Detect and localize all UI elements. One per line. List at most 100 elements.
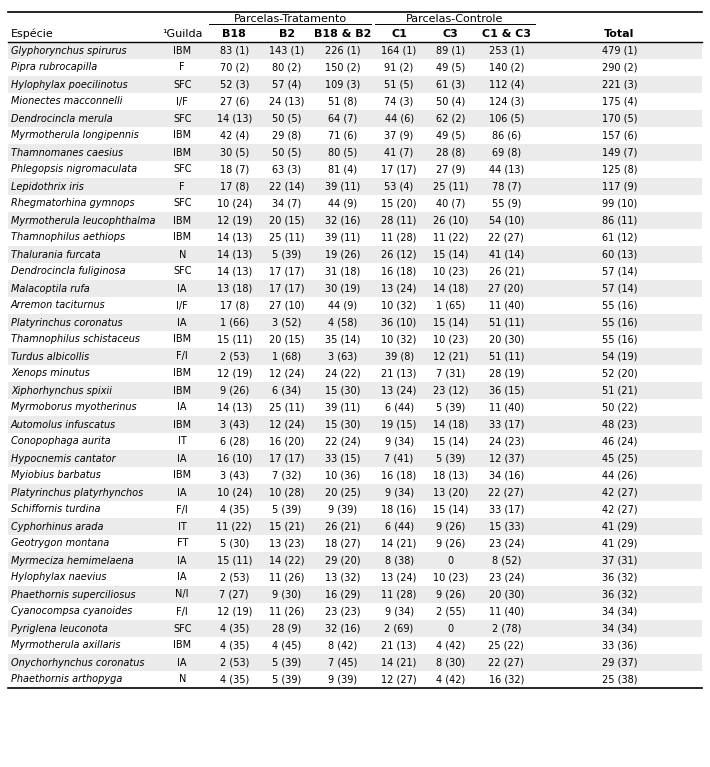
Bar [8,314,702,331]
Text: 9 (34): 9 (34) [385,607,414,617]
Text: 6 (34): 6 (34) [272,386,301,396]
Text: 74 (3): 74 (3) [384,97,414,107]
Text: 10 (23): 10 (23) [432,334,468,344]
Bar [8,195,702,212]
Text: 39 (11): 39 (11) [325,232,360,242]
Text: 41 (7): 41 (7) [384,147,414,157]
Text: 17 (17): 17 (17) [269,284,305,294]
Text: 34 (34): 34 (34) [602,624,637,634]
Text: 34 (7): 34 (7) [272,199,301,209]
Text: 52 (3): 52 (3) [219,80,249,90]
Text: C1 & C3: C1 & C3 [482,29,531,39]
Text: 44 (13): 44 (13) [488,164,524,175]
Text: IBM: IBM [173,640,191,650]
Text: 3 (63): 3 (63) [328,351,357,361]
Text: IT: IT [178,522,187,532]
Text: 11 (28): 11 (28) [381,590,417,600]
Text: IBM: IBM [173,470,191,480]
Text: 12 (19): 12 (19) [217,216,252,225]
Text: 11 (22): 11 (22) [217,522,252,532]
Text: 9 (39): 9 (39) [328,674,357,684]
Text: 78 (7): 78 (7) [491,182,521,192]
Text: IA: IA [178,488,187,498]
Text: B18 & B2: B18 & B2 [314,29,371,39]
Text: Xiphorhynchus spixii: Xiphorhynchus spixii [11,386,112,396]
Text: 5 (39): 5 (39) [272,657,301,667]
Text: Automolus infuscatus: Automolus infuscatus [11,420,116,430]
Text: 125 (8): 125 (8) [601,164,637,175]
Text: Onychorhynchus coronatus: Onychorhynchus coronatus [11,657,145,667]
Text: 31 (18): 31 (18) [325,266,360,276]
Text: 36 (32): 36 (32) [602,590,637,600]
Bar [8,382,702,399]
Text: 55 (16): 55 (16) [601,334,637,344]
Bar [8,450,702,467]
Text: 10 (24): 10 (24) [217,488,252,498]
Text: 23 (12): 23 (12) [432,386,468,396]
Text: 80 (5): 80 (5) [328,147,357,157]
Text: 39 (11): 39 (11) [325,182,360,192]
Bar [8,654,702,671]
Text: IBM: IBM [173,368,191,378]
Text: 28 (11): 28 (11) [381,216,417,225]
Text: 25 (11): 25 (11) [269,232,305,242]
Text: IBM: IBM [173,147,191,157]
Text: 26 (21): 26 (21) [324,522,360,532]
Text: 28 (19): 28 (19) [488,368,524,378]
Text: Xenops minutus: Xenops minutus [11,368,90,378]
Text: 140 (2): 140 (2) [488,62,524,73]
Text: F: F [180,182,185,192]
Text: FT: FT [177,538,188,548]
Text: 33 (15): 33 (15) [324,453,360,463]
Text: 22 (14): 22 (14) [269,182,305,192]
Text: 5 (39): 5 (39) [272,505,301,515]
Text: 41 (29): 41 (29) [602,522,637,532]
Text: 14 (13): 14 (13) [217,403,252,413]
Text: 4 (35): 4 (35) [219,640,249,650]
Text: 17 (17): 17 (17) [269,266,305,276]
Text: 13 (32): 13 (32) [324,572,360,582]
Text: 143 (1): 143 (1) [269,45,305,55]
Bar [8,501,702,518]
Text: 15 (20): 15 (20) [381,199,417,209]
Text: 49 (5): 49 (5) [436,62,465,73]
Text: 57 (4): 57 (4) [272,80,301,90]
Text: ¹Guilda: ¹Guilda [162,29,202,39]
Text: 20 (15): 20 (15) [269,216,305,225]
Text: 2 (78): 2 (78) [491,624,521,634]
Text: 39 (8): 39 (8) [385,351,414,361]
Text: 6 (44): 6 (44) [385,403,414,413]
Text: Conopophaga aurita: Conopophaga aurita [11,436,111,446]
Text: 20 (30): 20 (30) [488,334,524,344]
Text: 253 (1): 253 (1) [488,45,524,55]
Text: Pyriglena leuconota: Pyriglena leuconota [11,624,108,634]
Text: 29 (20): 29 (20) [324,555,360,565]
Bar [8,484,702,501]
Text: 1 (68): 1 (68) [272,351,301,361]
Text: 11 (40): 11 (40) [488,607,524,617]
Text: 86 (11): 86 (11) [602,216,637,225]
Text: Hylophylax poecilinotus: Hylophylax poecilinotus [11,80,128,90]
Text: 27 (20): 27 (20) [488,284,524,294]
Text: 7 (41): 7 (41) [384,453,414,463]
Text: 15 (14): 15 (14) [432,318,468,328]
Text: 15 (14): 15 (14) [432,436,468,446]
Text: SFC: SFC [173,114,192,123]
Text: 9 (34): 9 (34) [385,436,414,446]
Bar [8,518,702,535]
Text: 25 (38): 25 (38) [601,674,637,684]
Text: 33 (36): 33 (36) [602,640,637,650]
Text: 42 (4): 42 (4) [219,130,249,140]
Text: 69 (8): 69 (8) [492,147,521,157]
Text: 14 (13): 14 (13) [217,114,252,123]
Text: 19 (26): 19 (26) [324,249,360,259]
Text: 12 (19): 12 (19) [217,607,252,617]
Text: 4 (58): 4 (58) [328,318,357,328]
Text: 4 (35): 4 (35) [219,505,249,515]
Text: 150 (2): 150 (2) [324,62,360,73]
Text: 22 (27): 22 (27) [488,657,524,667]
Bar [8,399,702,416]
Bar [8,263,702,280]
Text: 9 (34): 9 (34) [385,488,414,498]
Text: C3: C3 [442,29,458,39]
